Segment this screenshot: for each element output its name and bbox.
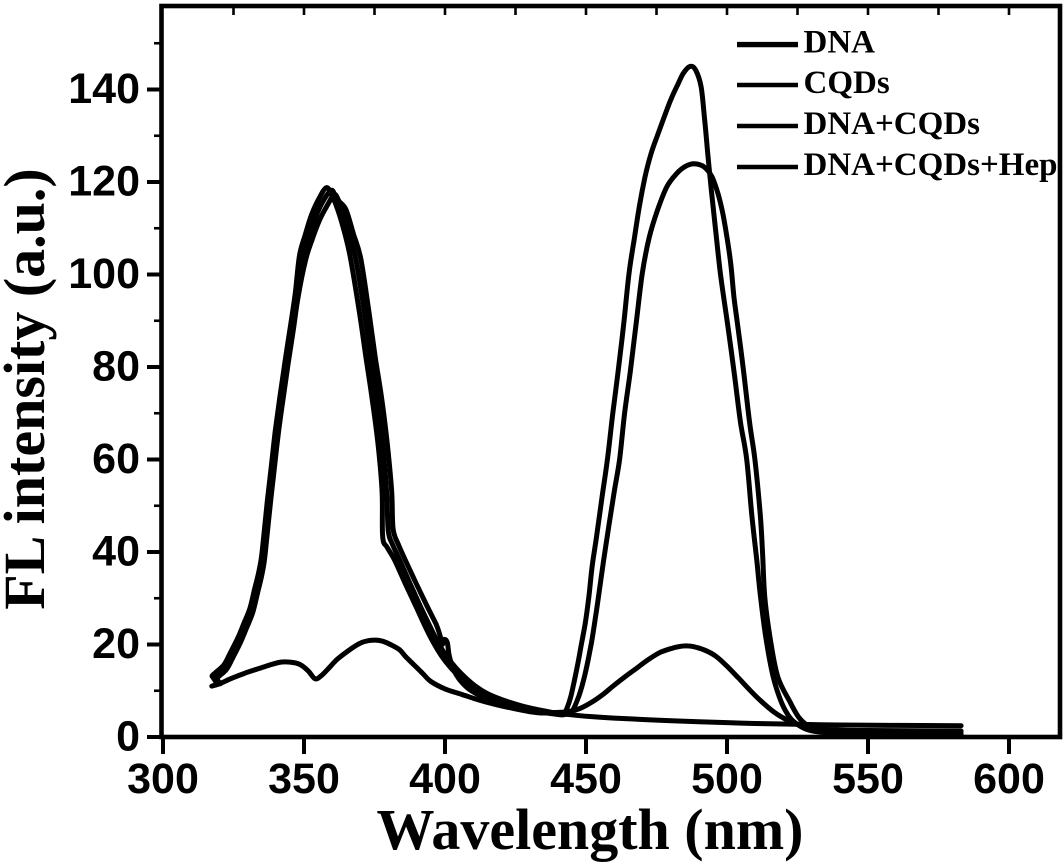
svg-text:20: 20 — [92, 620, 140, 668]
svg-text:DNA+CQDs: DNA+CQDs — [804, 106, 981, 142]
svg-text:FL intensity (a.u.): FL intensity (a.u.) — [0, 168, 57, 610]
svg-text:400: 400 — [409, 755, 481, 803]
svg-text:CQDs: CQDs — [804, 65, 890, 101]
svg-text:500: 500 — [691, 755, 763, 803]
svg-text:0: 0 — [116, 713, 140, 761]
svg-text:60: 60 — [92, 435, 140, 483]
svg-text:550: 550 — [832, 755, 904, 803]
svg-text:450: 450 — [550, 755, 622, 803]
svg-text:DNA+CQDs+Hep: DNA+CQDs+Hep — [804, 147, 1058, 183]
svg-text:350: 350 — [268, 755, 340, 803]
svg-text:80: 80 — [92, 343, 140, 391]
svg-text:300: 300 — [127, 755, 199, 803]
svg-text:600: 600 — [973, 755, 1045, 803]
svg-text:DNA: DNA — [804, 24, 876, 60]
svg-text:120: 120 — [68, 158, 140, 206]
svg-text:100: 100 — [68, 250, 140, 298]
svg-text:140: 140 — [68, 65, 140, 113]
svg-text:40: 40 — [92, 528, 140, 576]
svg-text:Wavelength (nm): Wavelength (nm) — [377, 797, 804, 862]
